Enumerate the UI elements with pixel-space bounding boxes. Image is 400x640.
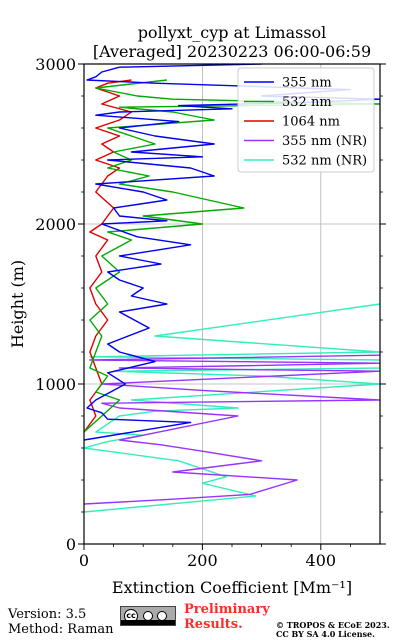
preliminary-label-line2: Results. <box>184 617 243 632</box>
x-tick-label: 200 <box>187 551 218 570</box>
axes: 0 200 400 0 1000 2000 3000 Extinction Coefficie… <box>8 55 386 597</box>
cc-by-sa-icon: cc <box>120 606 176 626</box>
chart-title-line2: [Averaged] 20230223 06:00-06:59 <box>92 42 372 61</box>
x-axis-label: Extinction Coefficient [Mm⁻¹] <box>112 578 352 597</box>
method-label: Method: Raman <box>8 622 114 637</box>
x-tick-label: 0 <box>79 551 89 570</box>
y-tick-label: 0 <box>66 535 76 554</box>
legend-label-1: 532 nm <box>282 95 332 110</box>
y-axis-label: Height (m) <box>8 260 27 348</box>
legend-label-0: 355 nm <box>282 76 332 91</box>
y-tick-label: 3000 <box>35 55 76 74</box>
preliminary-label-line1: Preliminary <box>184 602 270 617</box>
legend-label-2: 1064 nm <box>282 115 340 130</box>
y-tick-label: 2000 <box>35 215 76 234</box>
x-tick-label: 400 <box>306 551 337 570</box>
copyright-line1: © TROPOS & ECoE 2023. <box>276 620 390 630</box>
series-line-2 <box>84 79 133 433</box>
legend-box <box>237 67 375 173</box>
version-label: Version: 3.5 <box>8 607 87 622</box>
copyright-line2: CC BY SA 4.0 License. <box>276 629 375 639</box>
legend: 355 nm 532 nm 1064 nm 355 nm (NR) 532 nm (NR… <box>237 67 375 173</box>
chart-title-line1: pollyxt_cyp at Limassol <box>137 23 327 42</box>
series-layer <box>84 64 380 513</box>
legend-label-3: 355 nm (NR) <box>282 134 367 149</box>
legend-label-4: 532 nm (NR) <box>282 154 367 169</box>
series-line-3 <box>84 354 380 505</box>
y-tick-label: 1000 <box>35 375 76 394</box>
extinction-profile-chart: 0 200 400 0 1000 2000 3000 Extinction Coefficie… <box>8 55 386 597</box>
